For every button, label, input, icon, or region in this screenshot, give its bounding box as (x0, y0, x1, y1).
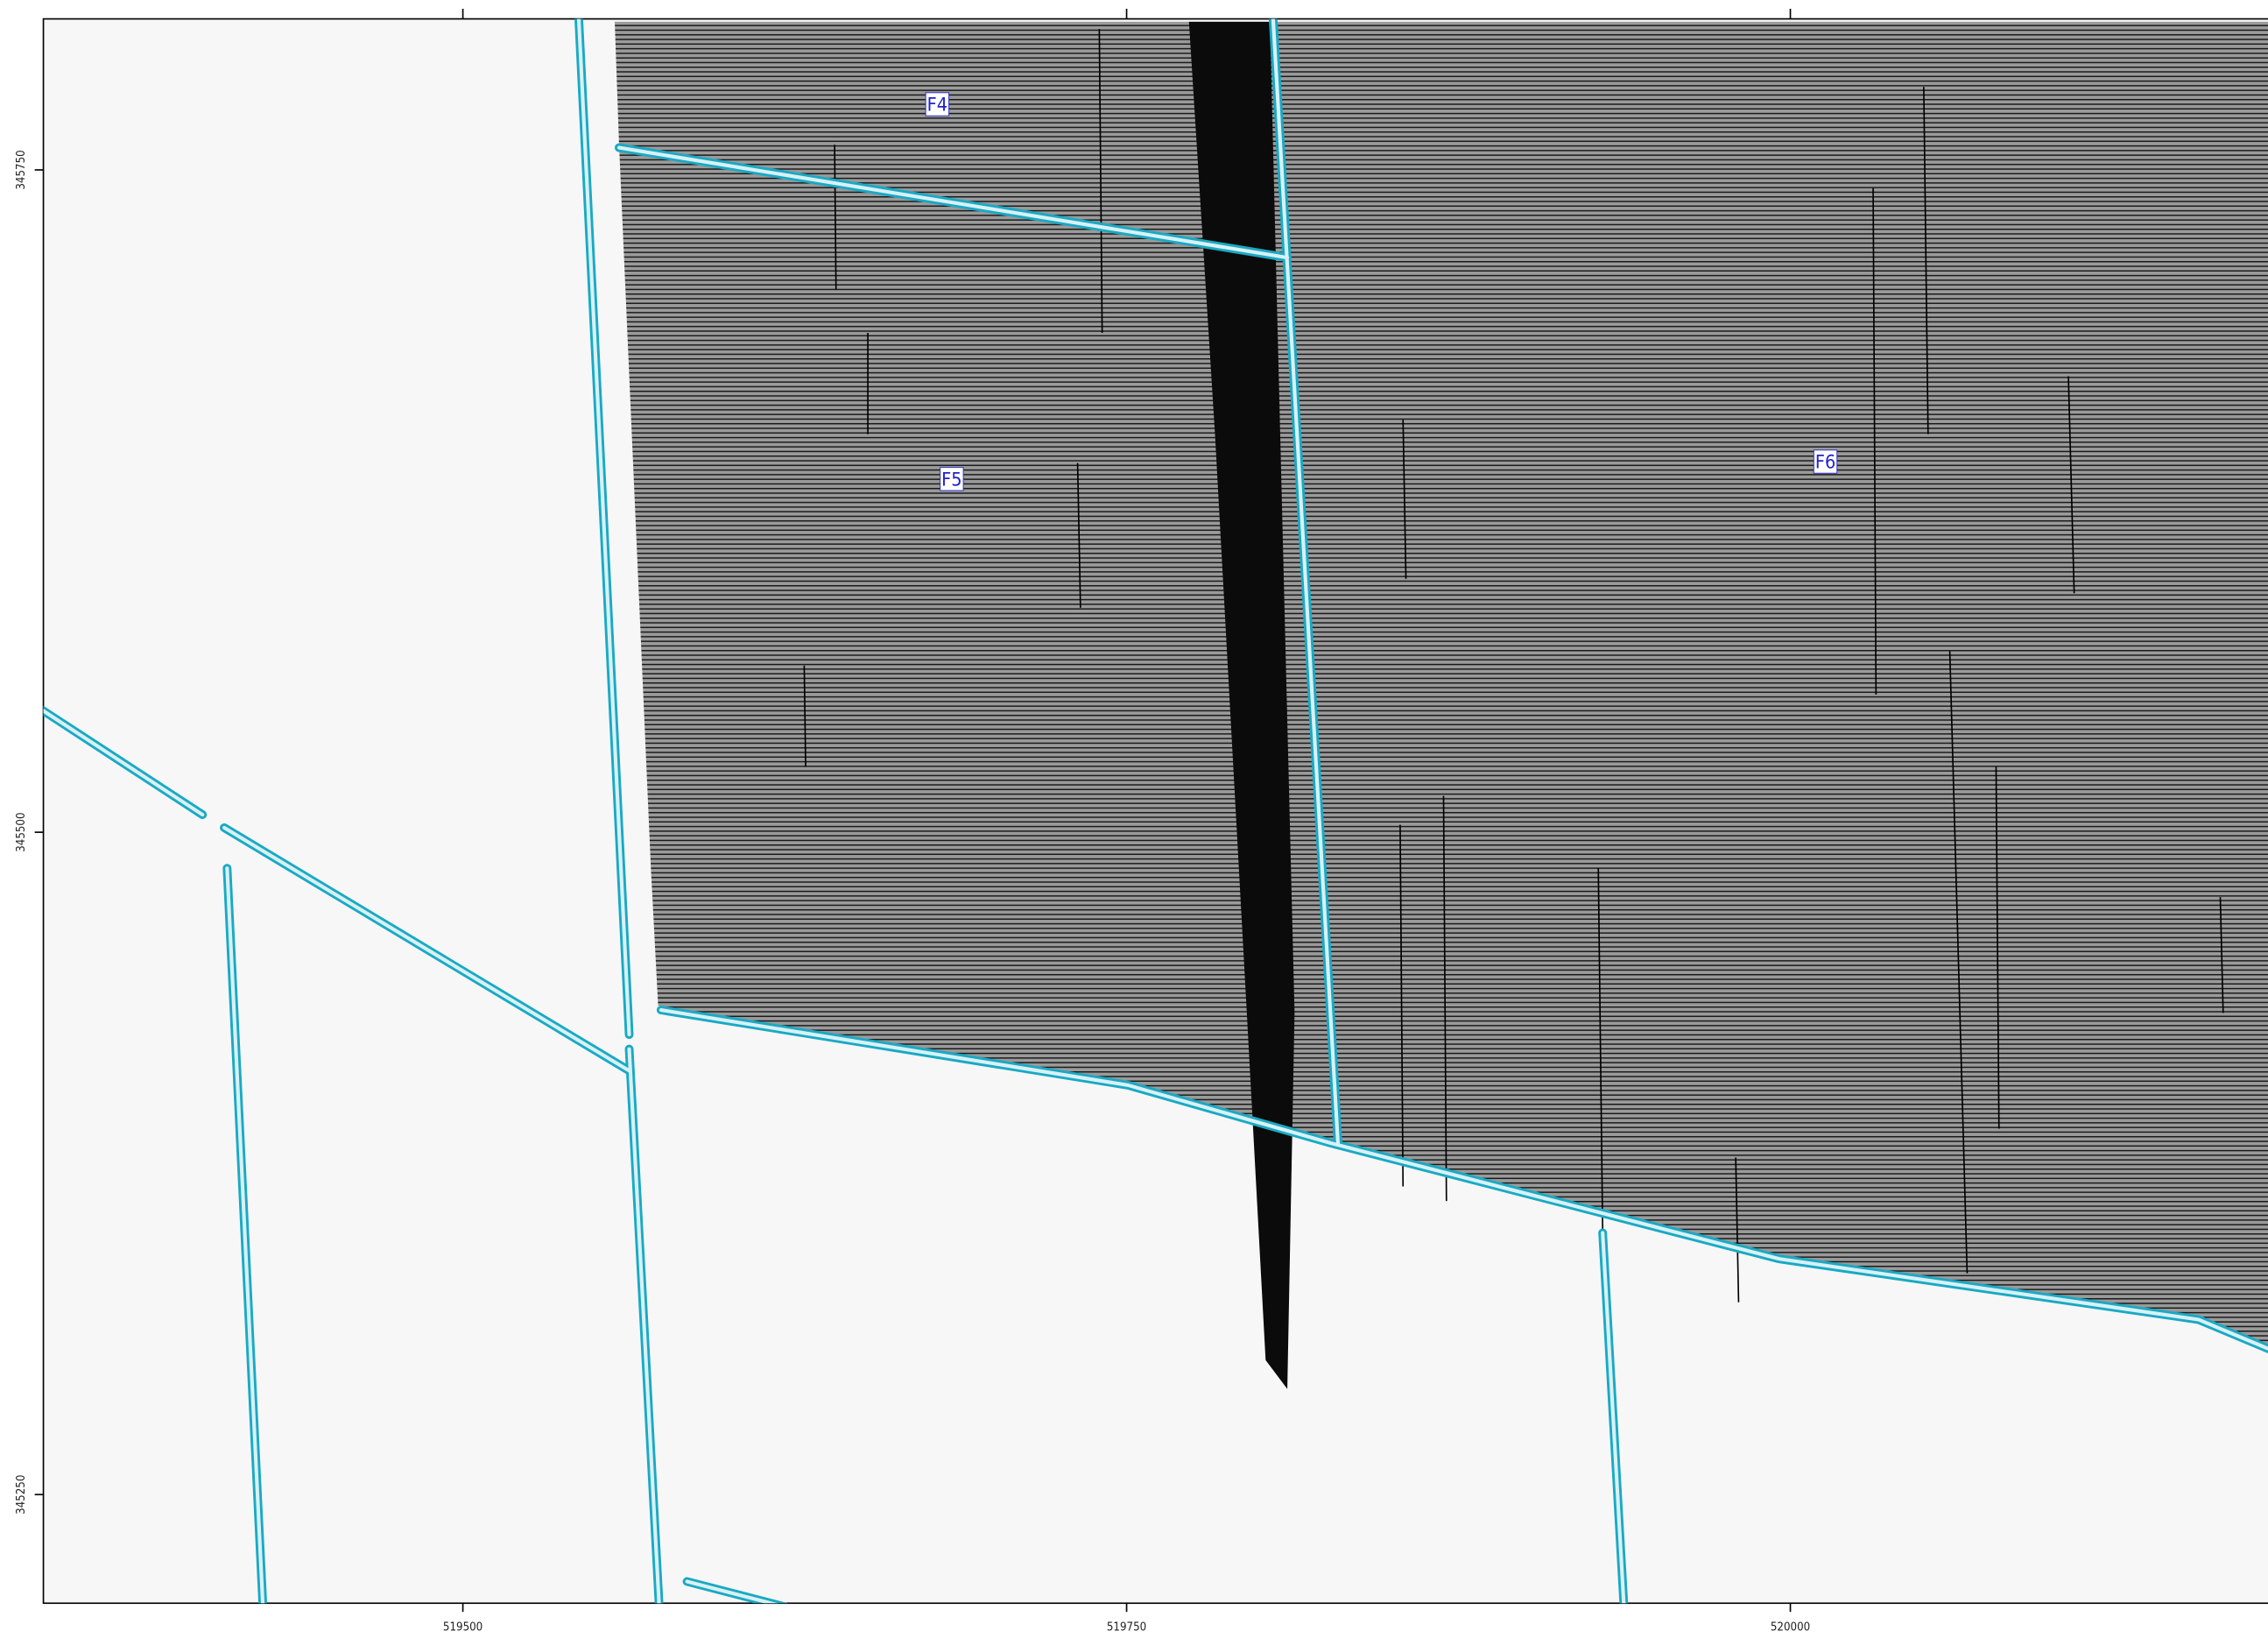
x-tick-label: 520000 (1771, 1621, 1810, 1634)
x-tick-label: 519500 (443, 1621, 482, 1634)
y-tick-label: 345500 (15, 812, 28, 851)
field-label: F5 (941, 469, 961, 491)
field-label: F4 (927, 94, 947, 116)
y-tick-label: 345750 (15, 150, 28, 189)
y-tick-label: 345250 (15, 1475, 28, 1514)
map: F4 F5 F6 519500 519750 520000 345750 345500 345… (0, 0, 2268, 1638)
x-tick-label: 519750 (1107, 1621, 1146, 1634)
field-f6 (1273, 22, 2268, 1345)
field-label: F6 (1815, 451, 1835, 473)
